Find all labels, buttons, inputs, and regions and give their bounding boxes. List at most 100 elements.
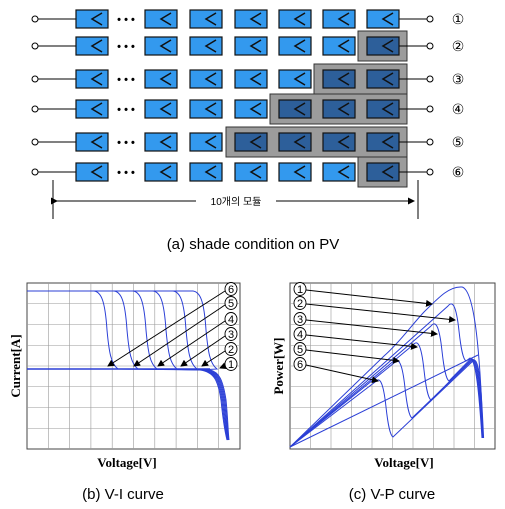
vp-arrow (305, 334, 418, 350)
vp-curve (289, 342, 484, 448)
vi-y-axis-label: Current[A] (8, 334, 23, 397)
vi-arrow (133, 304, 226, 367)
pv-module (234, 99, 268, 119)
vp-curve-label: 6 (297, 359, 303, 371)
diode-symbol (337, 72, 350, 86)
diode-symbol (90, 135, 103, 149)
vi-curve-label: 2 (228, 344, 234, 356)
vi-curve-label: 6 (228, 284, 234, 296)
vi-arrow (180, 335, 226, 367)
vp-x-axis-label: Voltage[V] (374, 455, 433, 470)
pv-module (75, 9, 109, 29)
diode-symbol (337, 165, 350, 179)
pv-module (189, 9, 223, 29)
diode-symbol (337, 135, 350, 149)
vp-curve-low-slope (289, 354, 479, 448)
vp-y-axis-label: Power[W] (271, 337, 286, 394)
pv-module-shaded (366, 69, 400, 89)
diode-symbol (293, 39, 306, 53)
terminal-left (31, 42, 39, 50)
diode-symbol (381, 102, 394, 116)
pv-module-shaded (322, 69, 356, 89)
terminal-left (31, 15, 39, 23)
vp-curve (289, 303, 483, 448)
pv-module (278, 162, 312, 182)
vp-arrow (305, 364, 379, 384)
pv-module-shaded (366, 132, 400, 152)
diode-symbol (249, 135, 262, 149)
diode-symbol (90, 165, 103, 179)
pv-row-6: • • • ⑥ (31, 156, 465, 188)
pv-module-shaded (366, 162, 400, 182)
pv-module (278, 69, 312, 89)
vi-curve-label: 4 (228, 314, 234, 326)
pv-module (278, 9, 312, 29)
caption-a: (a) shade condition on PV (167, 236, 340, 253)
diode-symbol (90, 72, 103, 86)
pv-module (322, 36, 356, 56)
vi-label-circle (224, 296, 238, 310)
diode-symbol (293, 102, 306, 116)
terminal-right (426, 168, 434, 176)
row-label: ① (452, 11, 465, 27)
pv-module (189, 69, 223, 89)
diode-symbol (381, 135, 394, 149)
diode-symbol (337, 102, 350, 116)
pv-module (144, 36, 178, 56)
diode-symbol (159, 102, 172, 116)
vi-curve-label: 5 (228, 298, 234, 310)
module-span-dimension: 10개의 모듈 (51, 180, 419, 219)
vp-curve-label: 2 (297, 298, 303, 310)
pv-row-4: • • • ④ (31, 93, 465, 125)
pv-module (322, 162, 356, 182)
diode-symbol (90, 39, 103, 53)
vp-curve-labels: 1 2 3 4 5 6 (293, 282, 307, 371)
pv-module (75, 162, 109, 182)
pv-module (144, 69, 178, 89)
vp-arrows (305, 289, 456, 384)
diode-symbol (381, 39, 394, 53)
pv-module (144, 132, 178, 152)
pv-row-5: • • • ⑤ (31, 126, 465, 158)
terminal-left (31, 168, 39, 176)
vi-arrows (107, 290, 227, 370)
diode-symbol (337, 12, 350, 26)
vi-x-axis-label: Voltage[V] (97, 455, 156, 470)
terminal-left (31, 105, 39, 113)
pv-module (234, 36, 268, 56)
vi-curve-label: 1 (228, 359, 234, 371)
vi-label-circle (224, 312, 238, 326)
vp-label-circle (293, 282, 307, 296)
row-label: ④ (452, 101, 465, 117)
diode-symbol (204, 102, 217, 116)
vi-curve-labels: 6 5 4 3 2 1 (224, 282, 238, 371)
diode-symbol (249, 12, 262, 26)
pv-module (189, 99, 223, 119)
pv-module (144, 9, 178, 29)
diode-symbol (381, 165, 394, 179)
pv-module (189, 132, 223, 152)
pv-module-shaded (322, 99, 356, 119)
vp-arrow (305, 319, 438, 337)
diode-symbol (381, 72, 394, 86)
diode-symbol (337, 39, 350, 53)
caption-c: (c) V-P curve (349, 486, 435, 503)
vp-label-circle (293, 357, 307, 371)
vp-arrow (305, 303, 456, 323)
vi-arrow (219, 362, 227, 370)
row-label: ② (452, 38, 465, 54)
pv-row-1: • • • ① (31, 9, 465, 29)
pv-module-shaded (366, 36, 400, 56)
row-label: ⑥ (452, 164, 465, 180)
vp-chart: 1 2 3 4 5 6 Voltage[V] Power[W] (271, 282, 496, 470)
pv-module-shaded (278, 132, 312, 152)
diode-symbol (381, 12, 394, 26)
vp-curve (289, 359, 485, 448)
pv-module-shaded (366, 99, 400, 119)
diode-symbol (204, 135, 217, 149)
module-span-label: 10개의 모듈 (211, 196, 262, 208)
pv-module (144, 162, 178, 182)
diode-symbol (249, 72, 262, 86)
vp-label-circle (293, 327, 307, 341)
row-label: ⑤ (452, 134, 465, 150)
